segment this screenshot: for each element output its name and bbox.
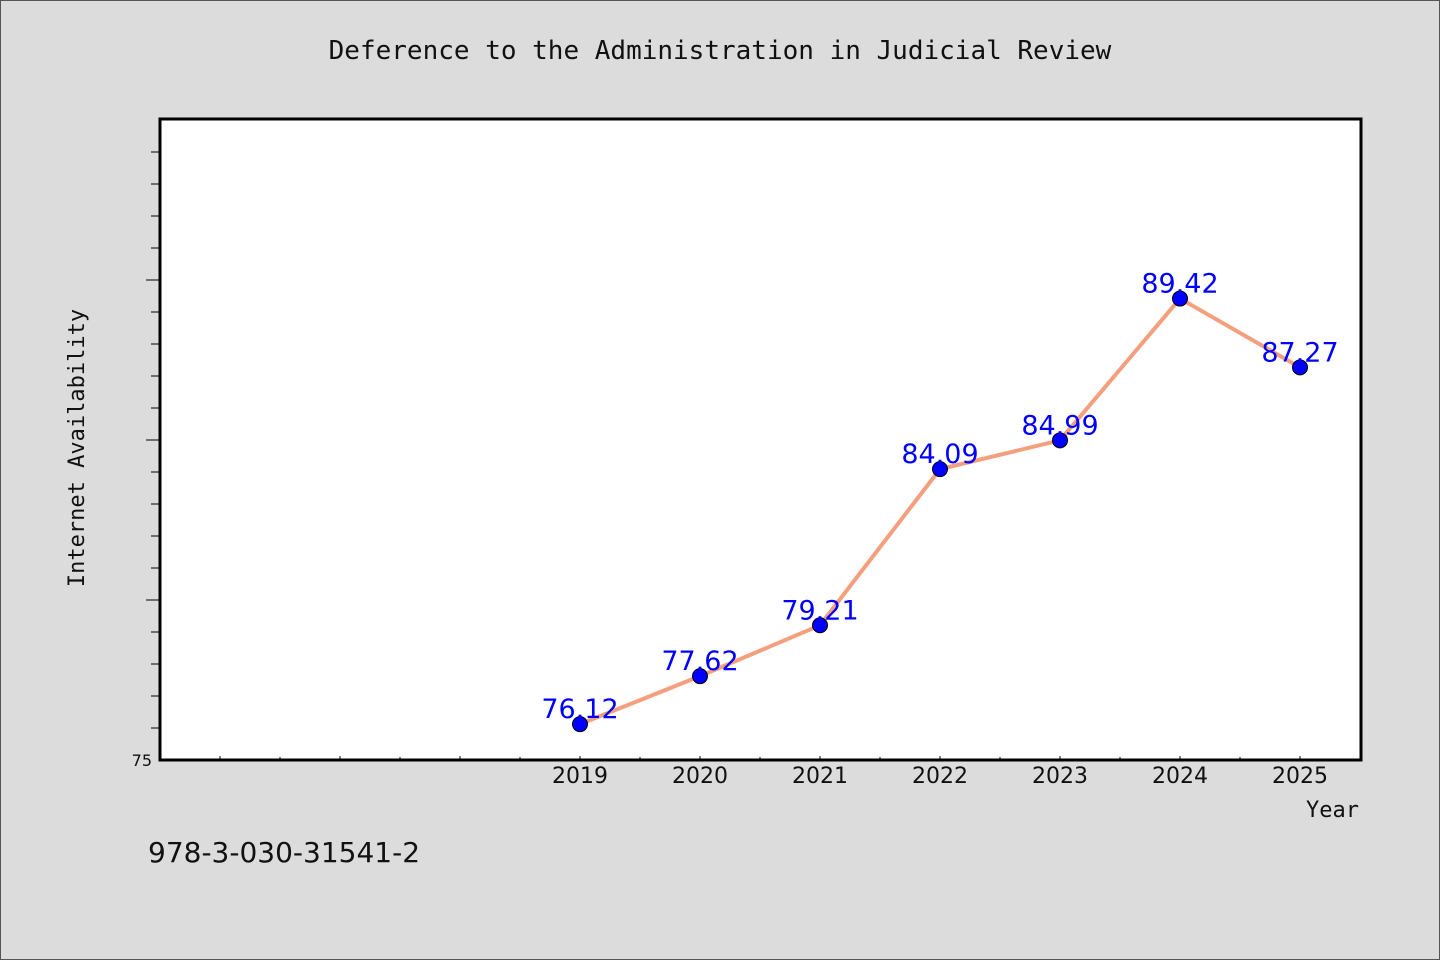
x-tick-label: 2025 (1272, 764, 1328, 789)
x-tick-label: 2023 (1032, 764, 1088, 789)
y-axis-title: Internet Availability (65, 309, 90, 587)
x-axis-title: Year (1306, 798, 1359, 823)
plot-area (158, 117, 1363, 762)
data-label: 77.62 (661, 646, 738, 677)
data-label: 79.21 (781, 595, 858, 626)
x-tick-label: 2022 (912, 764, 968, 789)
x-tick-label: 2019 (552, 764, 608, 789)
y-axis-ticks: 75 (132, 151, 160, 770)
data-point (1052, 432, 1068, 449)
isbn-label: 978-3-030-31541-2 (148, 836, 421, 869)
data-label: 76.12 (541, 694, 618, 725)
data-label: 84.09 (901, 439, 978, 470)
series-group: 76.12 77.62 79.21 84.09 84.99 89.42 87.27 (541, 269, 1339, 733)
data-label: 87.27 (1261, 337, 1338, 368)
x-tick-label: 2020 (672, 764, 728, 789)
data-point (812, 617, 828, 634)
data-point (692, 668, 708, 685)
data-label: 84.99 (1021, 410, 1098, 441)
x-tick-label: 2021 (792, 764, 848, 789)
chart-title: Deference to the Administration in Judic… (328, 36, 1112, 66)
x-axis-ticks: 2019 2020 2021 2022 2023 2024 2025 (219, 756, 1328, 789)
data-point (1172, 290, 1188, 307)
data-point (1292, 359, 1308, 376)
data-label: 89.42 (1141, 269, 1218, 300)
x-tick-label: 2024 (1152, 764, 1208, 789)
y-tick-label: 75 (132, 751, 152, 770)
data-point (572, 716, 588, 733)
data-point (932, 461, 948, 478)
